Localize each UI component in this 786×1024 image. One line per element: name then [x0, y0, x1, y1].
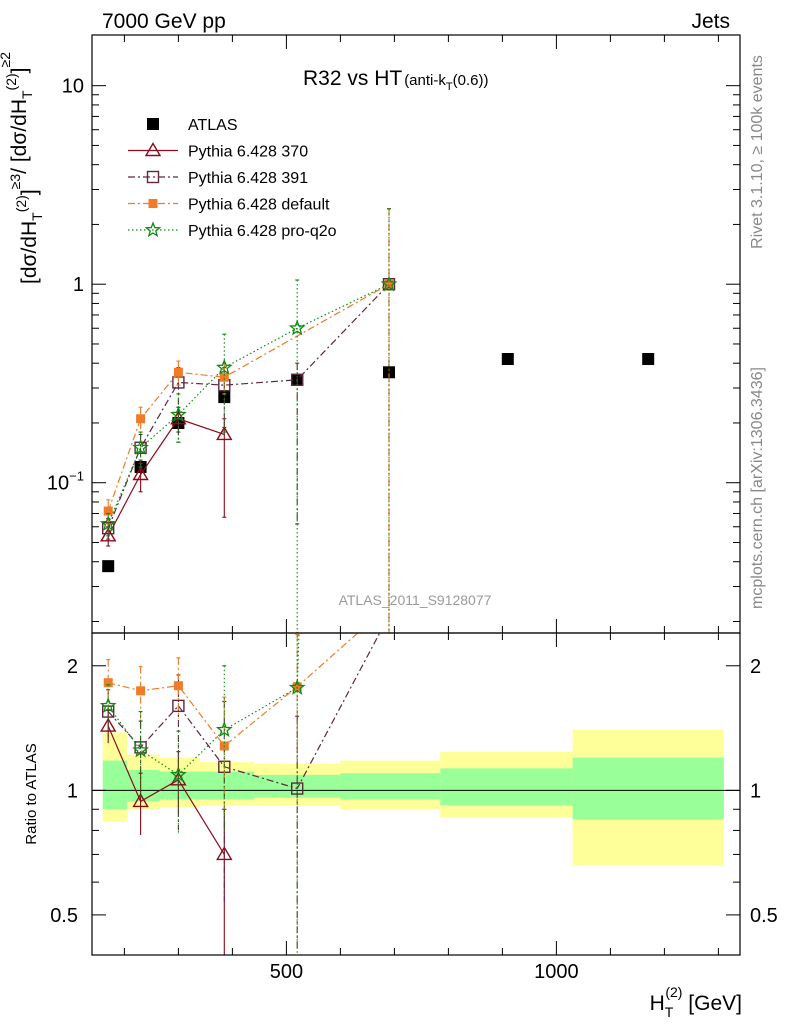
- series-line: [107, 283, 390, 512]
- series-0: [102, 352, 655, 573]
- chart-title: R32 vs HT (anti-kT(0.6)): [303, 67, 488, 93]
- data-point: [384, 279, 394, 289]
- legend-marker: [144, 221, 162, 238]
- y-tick-label: 1: [73, 274, 84, 296]
- series-line: [108, 633, 359, 747]
- watermark: ATLAS_2011_S9128077: [339, 592, 492, 608]
- data-point: [501, 352, 514, 365]
- data-point: [218, 391, 231, 404]
- ratio-y-tick-label-left: 0.5: [50, 905, 78, 927]
- data-point: [288, 678, 306, 695]
- ratio-series-3: [99, 633, 306, 955]
- ratio-y-tick-label-left: 1: [67, 780, 78, 802]
- legend-label: Pythia 6.428 pro-q2o: [188, 223, 337, 240]
- data-point: [170, 766, 187, 782]
- legend-marker: [147, 118, 159, 130]
- data-point: [173, 367, 183, 377]
- header-left: 7000 GeV pp: [102, 10, 226, 33]
- data-point: [136, 414, 146, 424]
- legend-entry: Pythia 6.428 pro-q2o: [128, 221, 337, 240]
- legend-marker: [146, 170, 160, 184]
- green-band: [127, 769, 160, 802]
- legend-entry: ATLAS: [147, 117, 238, 134]
- data-point: [215, 358, 233, 375]
- ratio-y-tick-label-right: 2: [750, 656, 761, 678]
- green-band: [440, 768, 573, 806]
- x-tick-label: 1000: [534, 961, 579, 983]
- ratio-y-tick-label-left: 2: [67, 656, 78, 678]
- legend-entry: Pythia 6.428 391: [128, 170, 308, 187]
- data-point: [288, 319, 306, 336]
- series-line: [107, 283, 390, 529]
- series-line: [107, 283, 390, 525]
- main-ylabel: [dσ/dHT(2)]≥3/ [dσ/dHT(2)]≥2: [0, 52, 45, 284]
- data-point: [132, 438, 149, 455]
- x-tick-label: 500: [270, 961, 303, 983]
- main-panel: 10 1 10−1 ATLAS_2011_S9128077 R32 vs HT (an…: [0, 34, 741, 634]
- data-point: [103, 678, 113, 688]
- data-point: [380, 275, 398, 292]
- green-band: [200, 771, 254, 800]
- y-tick-label: 10: [62, 76, 84, 98]
- data-point: [292, 682, 302, 692]
- series-line: [107, 418, 225, 537]
- legend-entry: Pythia 6.428 default: [128, 197, 330, 214]
- y-tick-label: 10−1: [47, 469, 84, 495]
- legend-label: Pythia 6.428 default: [188, 197, 330, 214]
- green-band: [254, 774, 341, 798]
- series-4: [99, 208, 398, 633]
- data-point: [132, 741, 149, 758]
- legend-label: ATLAS: [188, 117, 238, 134]
- header-right: Jets: [691, 10, 730, 33]
- legend-label: Pythia 6.428 391: [188, 170, 308, 187]
- ratio-ylabel: Ratio to ATLAS: [23, 743, 40, 844]
- data-point: [99, 515, 117, 532]
- data-point: [291, 782, 304, 795]
- ratio-y-tick-label-right: 1: [750, 780, 761, 802]
- green-band: [102, 760, 128, 810]
- ratio-panel: 0.5 0.5 1 1 2 2 500 1000 Ratio to ATLAS HT(2) […: [23, 632, 778, 1020]
- legend-entry: Pythia 6.428 370: [128, 142, 308, 161]
- green-band: [340, 773, 441, 800]
- data-point: [136, 686, 146, 696]
- data-point: [215, 721, 233, 737]
- legend: ATLAS Pythia 6.428 370 Pythia 6.428 391 Pyt…: [128, 117, 337, 240]
- data-point: [132, 466, 149, 481]
- xlabel: HT(2) [GeV]: [650, 984, 742, 1020]
- mcplots-label: mcplots.cern.ch [arXiv:1306.3436]: [749, 367, 766, 609]
- uncertainty-bands: [102, 729, 724, 866]
- data-point: [216, 846, 233, 861]
- legend-label: Pythia 6.428 370: [188, 144, 308, 161]
- ratio-frame: [91, 632, 741, 956]
- data-point: [99, 697, 117, 713]
- data-point: [102, 560, 115, 573]
- data-point: [216, 426, 233, 441]
- series-line: [107, 633, 300, 776]
- data-point: [383, 366, 395, 379]
- data-point: [99, 527, 117, 542]
- series-line: [107, 725, 225, 855]
- green-band: [572, 757, 724, 820]
- legend-marker: [148, 199, 158, 208]
- data-point: [219, 372, 229, 382]
- data-point: [170, 405, 187, 422]
- data-point: [172, 699, 185, 713]
- data-point: [132, 793, 149, 808]
- legend-marker: [144, 142, 162, 157]
- rivet-label: Rivet 3.1.10, ≥ 100k events: [749, 55, 766, 249]
- data-point: [103, 506, 113, 516]
- ratio-y-tick-label-right: 0.5: [750, 905, 778, 927]
- data-point: [173, 681, 183, 691]
- data-point: [642, 352, 655, 365]
